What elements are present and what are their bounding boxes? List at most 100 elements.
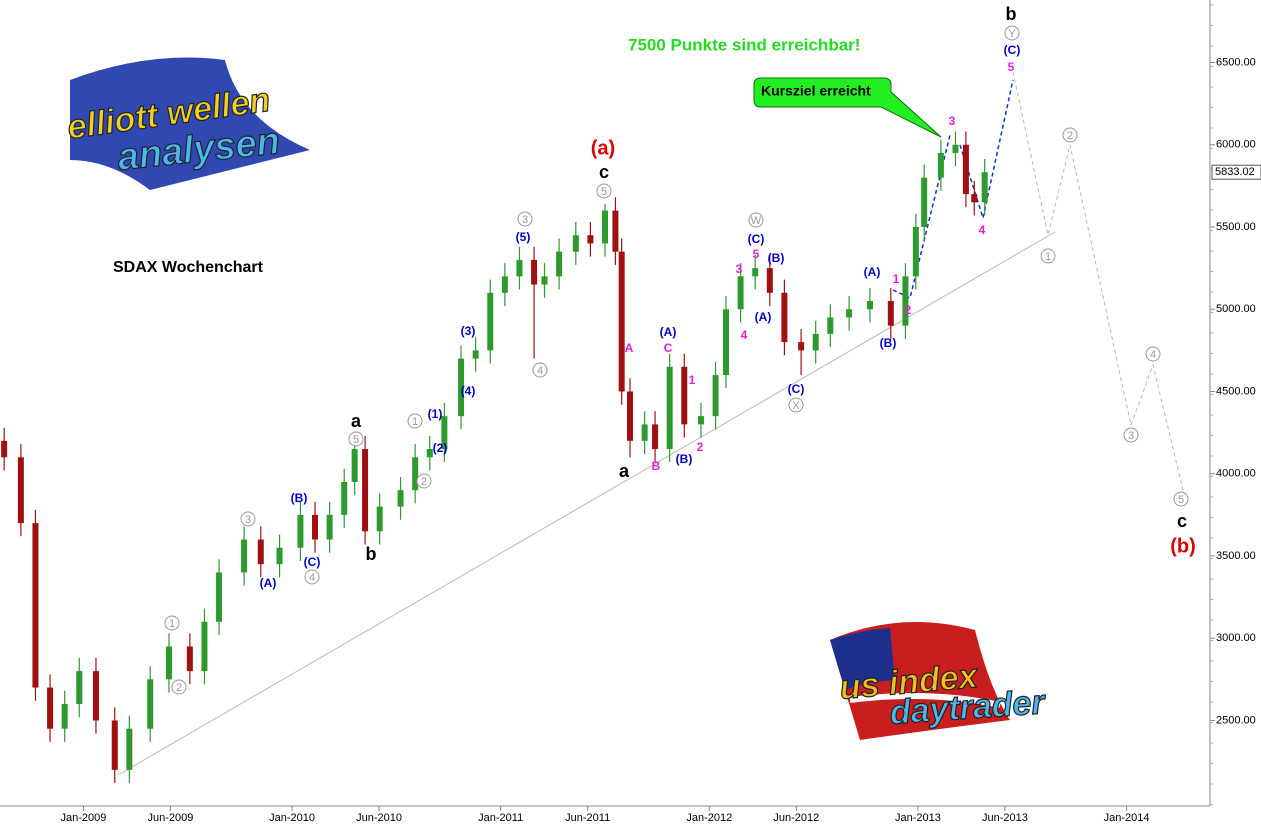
candle-body bbox=[312, 514, 319, 540]
candle-body bbox=[612, 210, 619, 252]
candle-body bbox=[827, 317, 834, 334]
candle-body bbox=[812, 333, 819, 351]
wave-label: 2 bbox=[421, 476, 427, 488]
candle-body bbox=[276, 547, 283, 565]
candle-body bbox=[556, 251, 563, 277]
candle-body bbox=[902, 276, 909, 326]
wave-circle bbox=[596, 183, 612, 199]
wave-label: (4) bbox=[461, 384, 476, 398]
wave-label: 1 bbox=[169, 618, 175, 630]
wave-label: 1 bbox=[412, 416, 418, 428]
wave-label: a bbox=[351, 411, 362, 431]
wave-label: (C) bbox=[748, 232, 765, 246]
x-tick-label: Jan-2013 bbox=[895, 812, 941, 824]
candle-body bbox=[186, 646, 193, 672]
candle-body bbox=[201, 621, 208, 672]
candle-body bbox=[652, 424, 659, 450]
wave-label: 3 bbox=[949, 114, 956, 128]
wave-circle bbox=[164, 615, 180, 631]
candle-body bbox=[681, 366, 688, 425]
wave-label: 5 bbox=[601, 186, 607, 198]
wave-label: 5 bbox=[753, 247, 760, 261]
wave-label: 4 bbox=[979, 223, 986, 237]
wave-circle bbox=[1173, 491, 1189, 507]
candle-body bbox=[912, 226, 919, 277]
wave-circle bbox=[240, 511, 256, 527]
candle-body bbox=[798, 342, 805, 351]
wave-circle bbox=[407, 413, 423, 429]
wave-label: (B) bbox=[676, 452, 693, 466]
candle-body bbox=[341, 481, 348, 515]
candle-body bbox=[326, 514, 333, 540]
candle-body bbox=[887, 301, 894, 326]
last-value-tag bbox=[1211, 164, 1261, 180]
wave-label: (C) bbox=[304, 555, 321, 569]
candle-body bbox=[921, 177, 928, 227]
callout-text: Kursziel erreicht bbox=[761, 83, 871, 99]
candle-body bbox=[412, 457, 419, 491]
wave-label: 3 bbox=[522, 214, 528, 226]
wave-label: 2 bbox=[905, 303, 912, 317]
candle-body bbox=[952, 144, 959, 153]
candle-body bbox=[752, 268, 759, 277]
logo-flag-eu bbox=[70, 57, 310, 190]
wave-label: (1) bbox=[428, 407, 443, 421]
candle-body bbox=[76, 671, 83, 705]
logo-flag-us bbox=[830, 622, 1010, 740]
wave-label: (C) bbox=[1004, 43, 1021, 57]
wave-label: 1 bbox=[893, 272, 900, 286]
candle-body bbox=[441, 416, 448, 450]
projection-line bbox=[959, 79, 1014, 221]
candle-body bbox=[766, 268, 773, 293]
candle-body bbox=[297, 514, 304, 548]
candle-body bbox=[17, 457, 24, 524]
candle-body bbox=[641, 424, 648, 441]
candle-body bbox=[92, 671, 99, 721]
wave-label: (5) bbox=[516, 230, 531, 244]
wave-label: b bbox=[366, 544, 377, 564]
candle-body bbox=[111, 720, 118, 770]
y-tick-label: 4000.00 bbox=[1216, 468, 1256, 480]
candle-body bbox=[712, 375, 719, 417]
wave-label: C bbox=[664, 341, 673, 355]
wave-circle bbox=[348, 431, 364, 447]
x-tick-label: Jan-2010 bbox=[269, 812, 315, 824]
candle-body bbox=[487, 292, 494, 351]
wave-label: c bbox=[1177, 511, 1187, 531]
wave-label: 2 bbox=[1067, 130, 1073, 142]
wave-label: 4 bbox=[1150, 349, 1156, 361]
candle-body bbox=[257, 539, 264, 565]
x-tick-label: Jun-2009 bbox=[148, 812, 194, 824]
candle-body bbox=[458, 358, 465, 417]
candle-body bbox=[697, 416, 704, 425]
wave-label: (b) bbox=[1170, 535, 1196, 557]
chart-title: SDAX Wochenchart bbox=[113, 259, 264, 276]
candle-body bbox=[587, 235, 594, 244]
candle-body bbox=[666, 366, 673, 450]
trend-line bbox=[117, 231, 1056, 776]
candle-body bbox=[165, 646, 172, 680]
last-value-label: 5833.02 bbox=[1215, 166, 1255, 178]
candle-body bbox=[723, 309, 729, 376]
wave-label: 2 bbox=[176, 682, 182, 694]
wave-label: c bbox=[599, 162, 609, 182]
wave-label: (A) bbox=[755, 310, 772, 324]
wave-circle bbox=[171, 679, 187, 695]
candle-body bbox=[426, 449, 433, 458]
wave-circle bbox=[304, 569, 320, 585]
wave-label: A bbox=[625, 341, 634, 355]
candle-body bbox=[981, 172, 988, 203]
wave-label: (A) bbox=[864, 265, 881, 279]
y-tick-label: 5500.00 bbox=[1216, 221, 1256, 233]
y-tick-label: 6500.00 bbox=[1216, 56, 1256, 68]
wave-label: 4 bbox=[741, 328, 748, 342]
wave-label: b bbox=[1006, 4, 1017, 24]
candle-body bbox=[937, 152, 944, 178]
y-tick-label: 2500.00 bbox=[1216, 714, 1256, 726]
wave-circle bbox=[1123, 427, 1139, 443]
x-tick-label: Jun-2010 bbox=[356, 812, 402, 824]
y-tick-label: 5000.00 bbox=[1216, 303, 1256, 315]
wave-label: (2) bbox=[433, 441, 448, 455]
y-tick-label: 3000.00 bbox=[1216, 632, 1256, 644]
